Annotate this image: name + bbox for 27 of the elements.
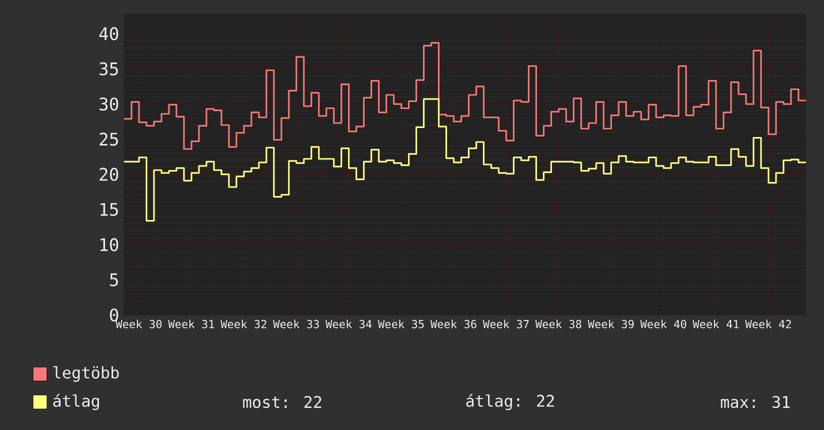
x-tick-label: Week 32: [220, 320, 266, 328]
x-tick-label: Week 30: [116, 320, 162, 328]
x-tick-label: Week 41: [692, 320, 739, 328]
x-tick-label: Week 42: [745, 320, 791, 328]
y-tick-label: 10: [100, 238, 118, 252]
legend-label: átlag: [53, 394, 99, 410]
x-tick-label: Week 33: [273, 320, 319, 328]
x-tick-label: Week 35: [378, 320, 424, 328]
y-tick-label: 40: [99, 27, 118, 40]
y-tick-label: 0: [110, 308, 118, 322]
legend-label: legtöbb: [54, 366, 119, 382]
text: max: 31: [720, 396, 790, 408]
y-tick-label: 15: [100, 203, 118, 216]
x-tick-label: Week 31: [168, 320, 214, 328]
x-tick-label: Week 39: [588, 320, 634, 328]
x-tick-label: Week 37: [482, 320, 529, 328]
text: most: 22: [243, 396, 322, 408]
text: átlag: 22: [466, 394, 554, 410]
y-tick-label: 5: [110, 273, 118, 286]
x-tick-label: Week 40: [640, 320, 686, 328]
y-tick-label: 30: [100, 97, 118, 111]
x-tick-label: Week 38: [535, 320, 582, 328]
y-tick-label: 20: [100, 168, 118, 181]
y-tick-label: 35: [100, 62, 118, 76]
y-tick-label: 25: [100, 132, 118, 146]
x-tick-label: Week 36: [430, 320, 476, 328]
x-tick-label: Week 34: [326, 320, 372, 328]
